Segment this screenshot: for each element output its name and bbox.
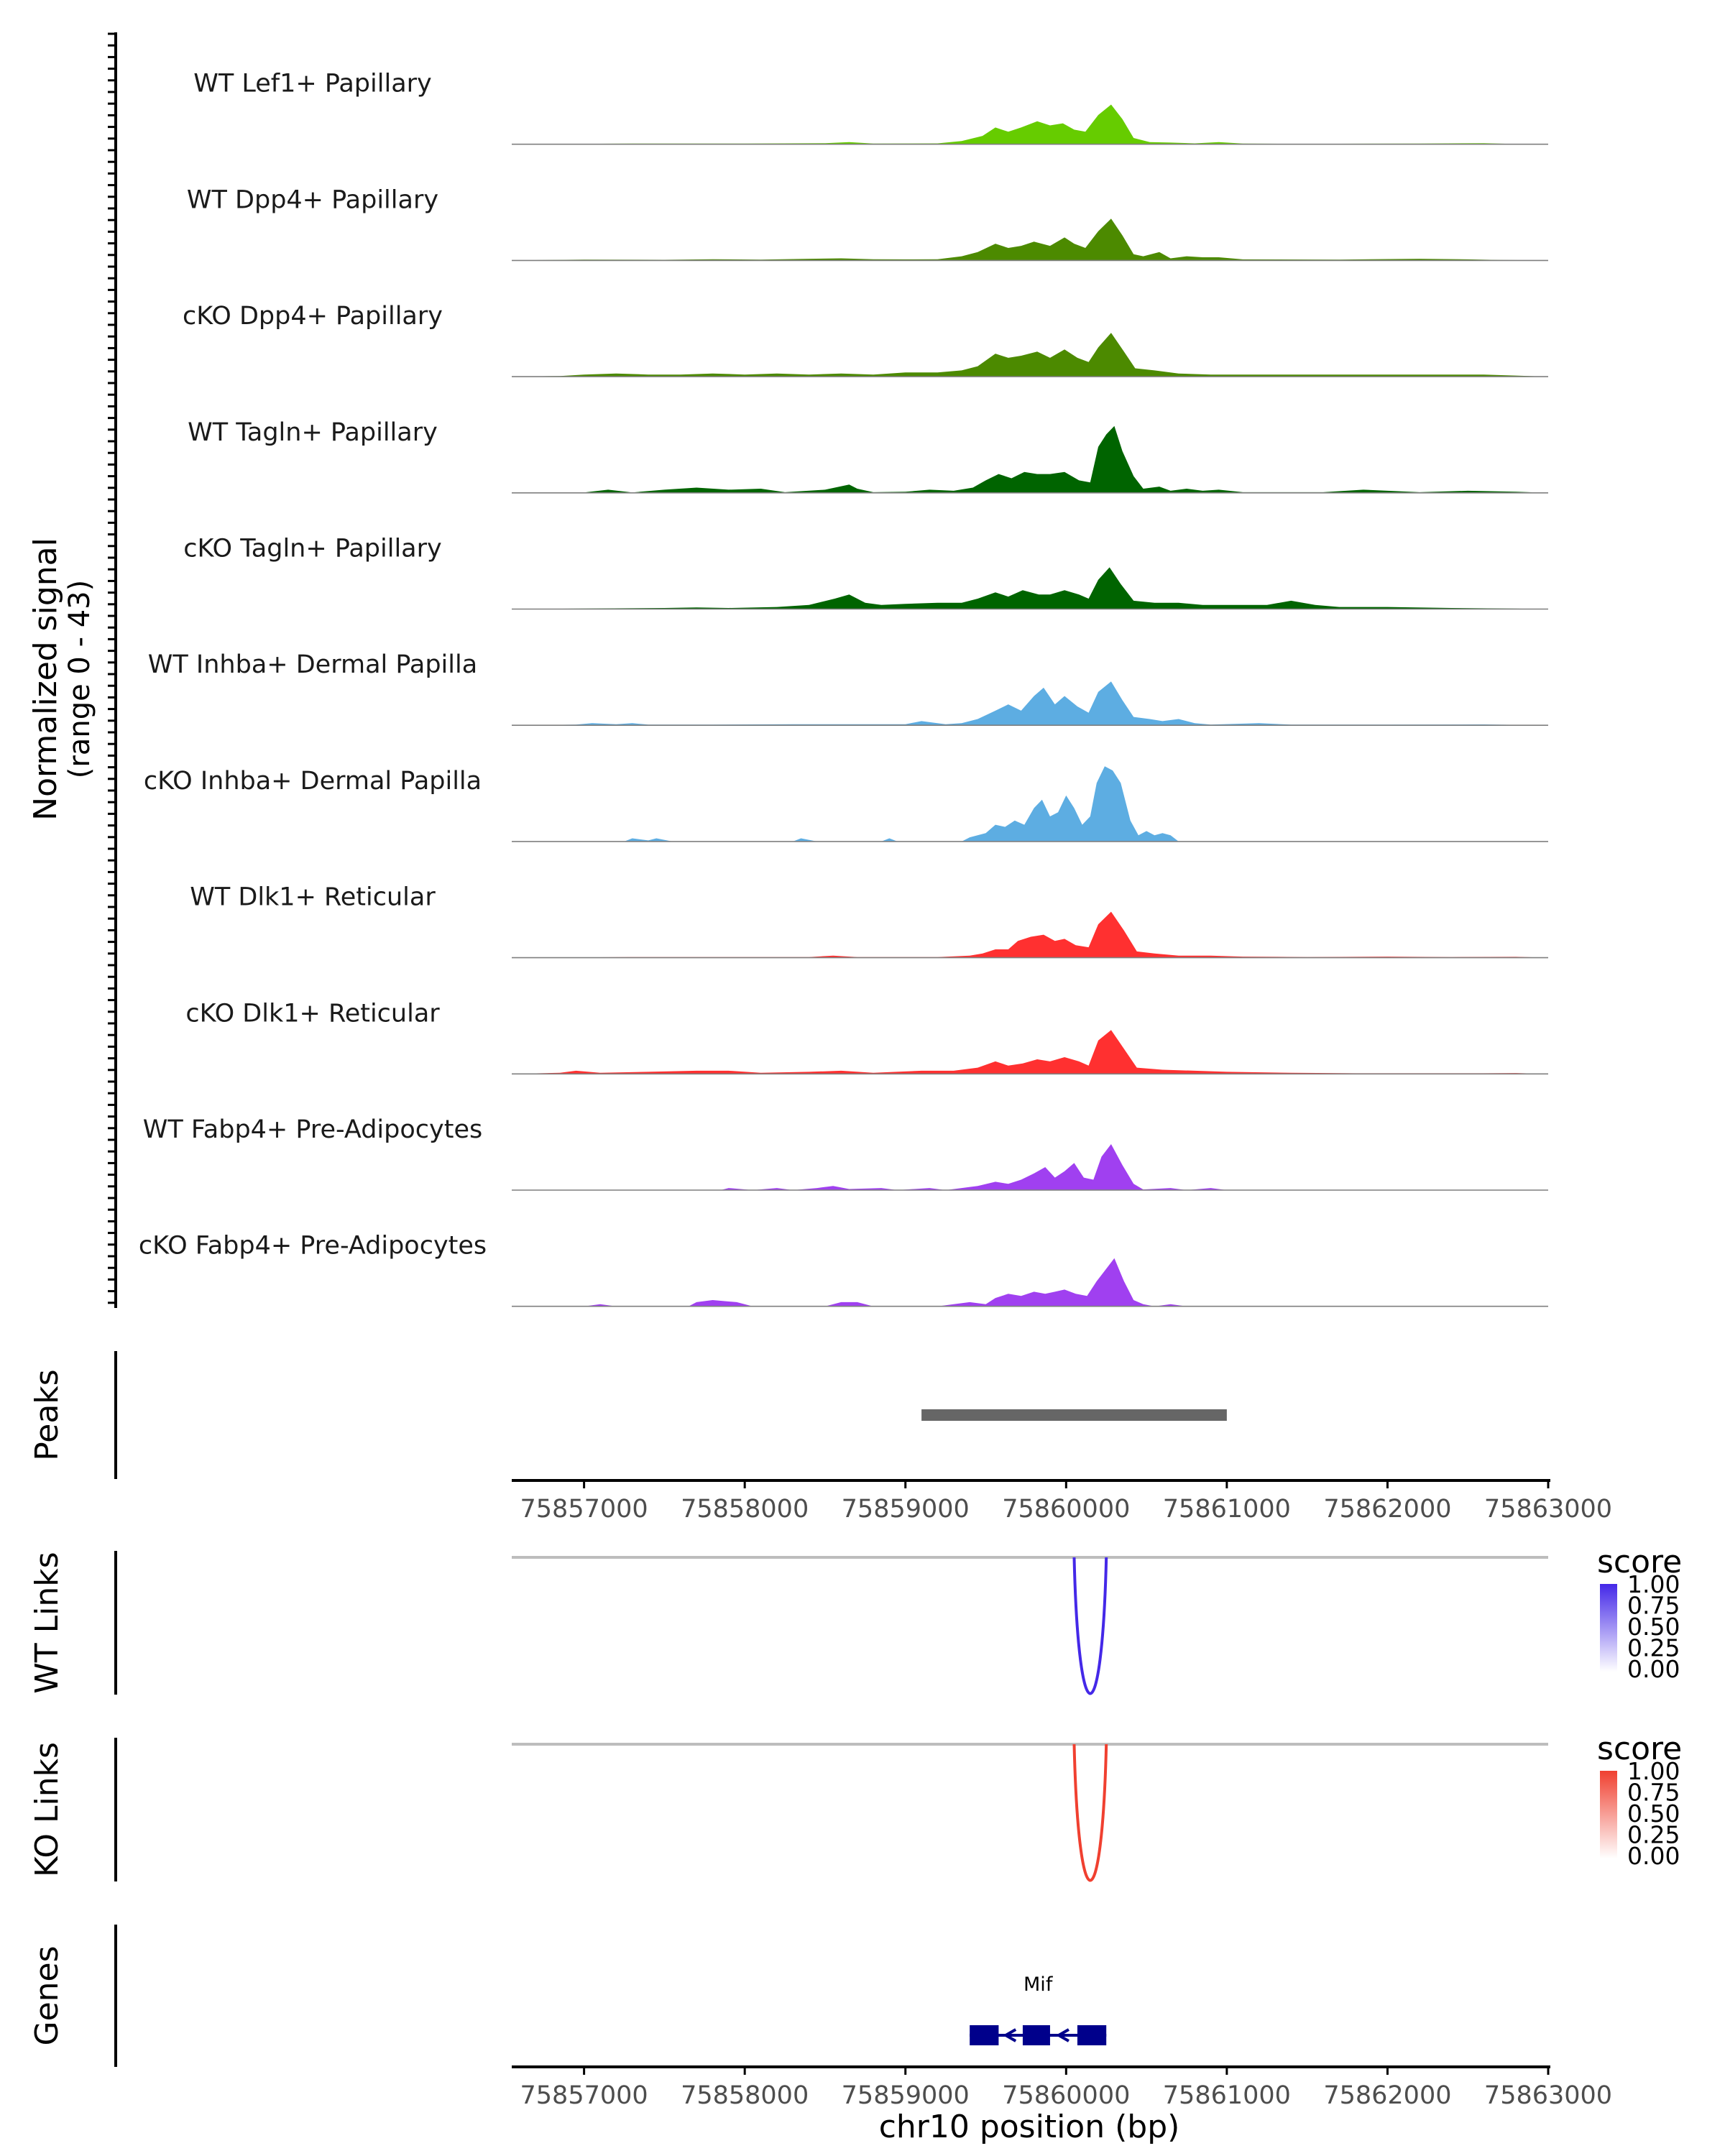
track-wt-fabp4-pre-adipocytes: WT Fabp4+ Pre-Adipocytes xyxy=(143,1115,1548,1191)
legend-tick-label: 0.50 xyxy=(1627,1613,1680,1641)
x-axis-lower: 75857000 75858000 75859000 75860000 75861000… xyxy=(512,2065,1612,2110)
track-area-cko-dlk1-reticular xyxy=(512,1030,1548,1074)
signal-y-axis xyxy=(108,32,117,1308)
legend-tick-label: 1.00 xyxy=(1627,1757,1680,1785)
track-cko-dlk1-reticular: cKO Dlk1+ Reticular xyxy=(185,999,1548,1075)
track-area-wt-dlk1-reticular xyxy=(512,911,1548,958)
legend-tick-label: 0.00 xyxy=(1627,1655,1680,1683)
track-cko-tagln-papillary: cKO Tagln+ Papillary xyxy=(183,535,1548,610)
track-label: WT Dpp4+ Papillary xyxy=(187,185,438,214)
track-area-wt-tagln-papillary xyxy=(512,425,1548,493)
legend-colorbar xyxy=(1600,1771,1617,1858)
links-ko-links-label: KO Links xyxy=(29,1742,65,1877)
x-axis-upper-tick-label: 75862000 xyxy=(1323,1495,1451,1524)
x-axis-lower-tick-label: 75863000 xyxy=(1484,2081,1612,2110)
x-axis-upper-tick-label: 75857000 xyxy=(520,1495,648,1524)
track-area-wt-inhba-dermal-papilla xyxy=(512,681,1548,726)
legend-tick-label: 0.25 xyxy=(1627,1821,1680,1849)
track-area-cko-fabp4-pre-adipocytes xyxy=(512,1258,1548,1307)
legend-tick-label: 1.00 xyxy=(1627,1570,1680,1598)
track-cko-fabp4-pre-adipocytes: cKO Fabp4+ Pre-Adipocytes xyxy=(139,1232,1548,1307)
coverage-tracks: WT Lef1+ Papillary WT Dpp4+ Papillary cKO … xyxy=(139,70,1548,1307)
track-cko-inhba-dermal-papilla: cKO Inhba+ Dermal Papilla xyxy=(144,766,1548,842)
legend-tick-label: 0.25 xyxy=(1627,1634,1680,1662)
signal-axis-label: Normalized signal xyxy=(27,538,64,821)
peak-bar xyxy=(921,1409,1227,1421)
track-area-wt-lef1-papillary xyxy=(512,104,1548,144)
track-area-cko-dpp4-papillary xyxy=(512,333,1548,377)
track-label: WT Dlk1+ Reticular xyxy=(190,883,436,912)
x-axis-upper-tick-label: 75858000 xyxy=(681,1495,809,1524)
signal-axis-range-label: (range 0 - 43) xyxy=(63,580,96,778)
track-label: cKO Dpp4+ Papillary xyxy=(183,302,443,331)
x-axis-lower-tick-label: 75857000 xyxy=(520,2081,648,2110)
track-area-wt-fabp4-pre-adipocytes xyxy=(512,1144,1548,1190)
legend-tick-label: 0.75 xyxy=(1627,1592,1680,1620)
track-label: WT Fabp4+ Pre-Adipocytes xyxy=(143,1115,482,1144)
track-label: WT Inhba+ Dermal Papilla xyxy=(148,650,477,679)
genes-label: Genes xyxy=(29,1945,65,2045)
legend-tick-label: 0.50 xyxy=(1627,1800,1680,1828)
track-label: cKO Fabp4+ Pre-Adipocytes xyxy=(139,1232,487,1261)
legend-colorbar xyxy=(1600,1584,1617,1672)
x-axis-lower-tick-label: 75858000 xyxy=(681,2081,809,2110)
x-axis-upper: 75857000 75858000 75859000 75860000 75861000… xyxy=(512,1479,1612,1524)
legend-tick-label: 0.00 xyxy=(1627,1842,1680,1870)
x-axis-upper-tick-label: 75861000 xyxy=(1163,1495,1291,1524)
x-axis-lower-tick-label: 75860000 xyxy=(1002,2081,1130,2110)
gene-exon xyxy=(1077,2025,1107,2045)
legend-title: score xyxy=(1597,1544,1682,1580)
track-area-cko-tagln-papillary xyxy=(512,567,1548,609)
track-label: cKO Dlk1+ Reticular xyxy=(185,999,440,1028)
x-axis-label: chr10 position (bp) xyxy=(879,2109,1180,2145)
track-label: cKO Inhba+ Dermal Papilla xyxy=(144,767,482,796)
track-label: cKO Tagln+ Papillary xyxy=(183,535,442,563)
peaks-panel: Peaks xyxy=(29,1351,1227,1479)
link-arc xyxy=(1072,1557,1108,1695)
strand-arrow xyxy=(1003,2028,1017,2042)
legend-title: score xyxy=(1597,1731,1682,1767)
track-wt-dpp4-papillary: WT Dpp4+ Papillary xyxy=(187,185,1548,262)
track-label: WT Tagln+ Papillary xyxy=(188,418,438,447)
x-axis-lower-tick-label: 75862000 xyxy=(1323,2081,1451,2110)
link-arc xyxy=(1072,1743,1108,1882)
gene-exon xyxy=(1022,2025,1050,2045)
track-area-wt-dpp4-papillary xyxy=(512,218,1548,261)
gene-mif: Mif xyxy=(970,1973,1107,2045)
strand-arrow xyxy=(1055,2028,1070,2042)
track-wt-dlk1-reticular: WT Dlk1+ Reticular xyxy=(190,883,1548,959)
x-axis-upper-tick-label: 75859000 xyxy=(842,1495,970,1524)
track-wt-tagln-papillary: WT Tagln+ Papillary xyxy=(188,418,1548,494)
x-axis-upper-tick-label: 75863000 xyxy=(1484,1495,1612,1524)
gene-label: Mif xyxy=(1024,1973,1054,1996)
genes-panel: Genes Mif xyxy=(29,1925,1107,2067)
x-axis-lower-tick-label: 75859000 xyxy=(842,2081,970,2110)
x-axis-upper-tick-label: 75860000 xyxy=(1002,1495,1130,1524)
links-wt-links-label: WT Links xyxy=(29,1552,65,1693)
gene-exon xyxy=(970,2025,999,2045)
track-cko-dpp4-papillary: cKO Dpp4+ Papillary xyxy=(183,302,1548,377)
track-label: WT Lef1+ Papillary xyxy=(193,70,432,98)
x-axis-lower-tick-label: 75861000 xyxy=(1163,2081,1291,2110)
peaks-label: Peaks xyxy=(29,1369,65,1460)
track-wt-lef1-papillary: WT Lef1+ Papillary xyxy=(193,70,1548,145)
legend-tick-label: 0.75 xyxy=(1627,1779,1680,1807)
track-area-cko-inhba-dermal-papilla xyxy=(512,766,1548,842)
track-wt-inhba-dermal-papilla: WT Inhba+ Dermal Papilla xyxy=(148,650,1548,727)
